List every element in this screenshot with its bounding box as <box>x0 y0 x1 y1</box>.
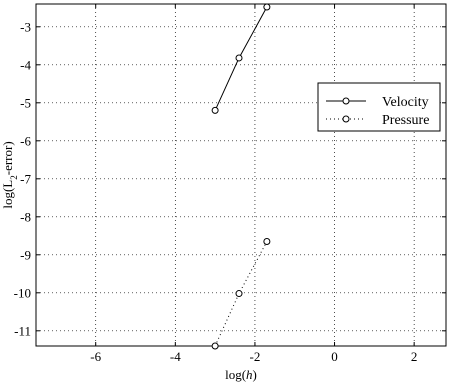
x-axis-label-close: ) <box>253 367 257 382</box>
data-point-velocity <box>235 54 243 62</box>
y-axis-label: log(L2-error) <box>0 141 19 208</box>
y-tick-label: -9 <box>20 247 31 262</box>
y-tick-label: -6 <box>20 133 31 148</box>
y-tick-label: -11 <box>14 323 31 338</box>
y-axis-label-prefix: log(L <box>0 180 15 209</box>
x-tick-label: 2 <box>411 349 418 364</box>
x-tick-label: -6 <box>90 349 101 364</box>
legend-marker-pressure <box>342 115 350 123</box>
plot-frame <box>35 3 447 347</box>
y-axis-label-close: -error) <box>0 141 15 175</box>
legend-label-pressure: Pressure <box>382 113 429 128</box>
y-tick-label: -10 <box>14 285 31 300</box>
y-tick-label: -3 <box>20 19 31 34</box>
y-axis-label-sub: 2 <box>9 175 19 180</box>
y-tick-label: -7 <box>20 171 31 186</box>
x-axis-label-prefix: log( <box>225 367 246 382</box>
x-tick-label: -4 <box>170 349 181 364</box>
legend-marker-velocity <box>342 97 350 105</box>
y-tick-label: -4 <box>20 57 31 72</box>
x-axis-label: log(h) <box>225 367 257 382</box>
x-tick-label: 0 <box>331 349 338 364</box>
ticks: -6 -4 -2 0 2 -3 -4 -5 -6 -7 -8 -9 -10 -11 <box>14 4 446 364</box>
data-point-pressure <box>263 238 271 245</box>
legend-box <box>317 82 441 132</box>
series-line-pressure <box>214 241 268 347</box>
x-axis-label-var: h <box>246 367 253 382</box>
legend: Velocity Pressure <box>317 82 441 132</box>
series <box>211 3 271 350</box>
data-point-velocity <box>211 106 219 114</box>
data-point-pressure <box>211 342 219 350</box>
x-tick-label: -2 <box>250 349 261 364</box>
y-tick-label: -8 <box>20 209 31 224</box>
legend-label-velocity: Velocity <box>382 95 429 110</box>
y-tick-label: -5 <box>20 95 31 110</box>
data-point-velocity <box>263 3 271 11</box>
data-point-pressure <box>235 290 243 298</box>
